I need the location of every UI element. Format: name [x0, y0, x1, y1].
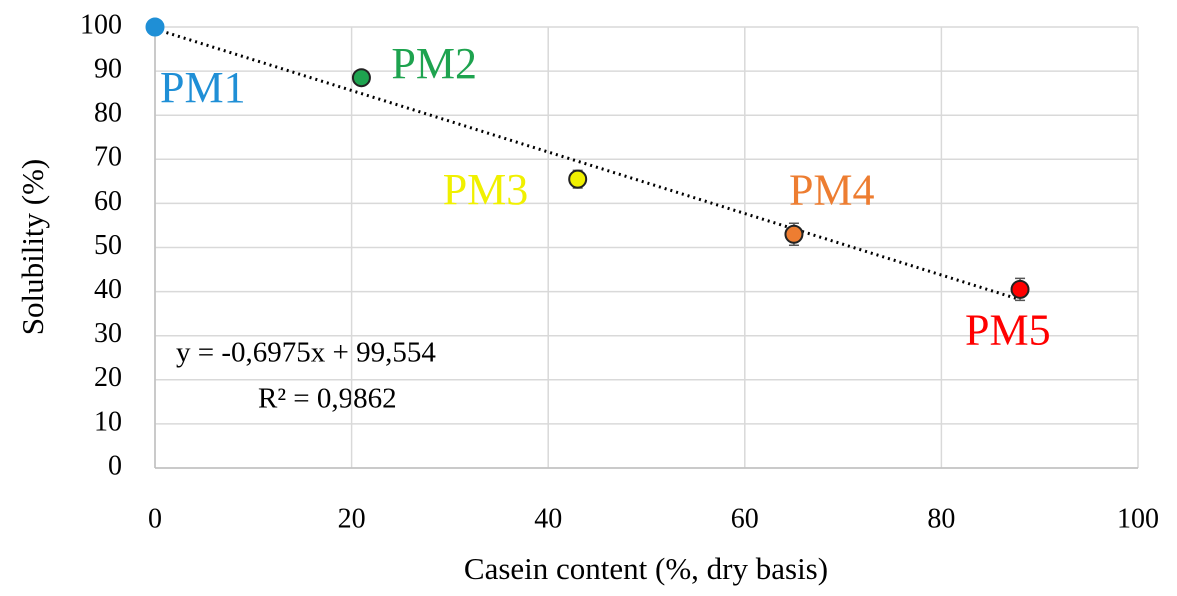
x-axis-label: Casein content (%, dry basis): [464, 551, 828, 586]
y-tick-label: 80: [94, 98, 122, 129]
point-label: PM3: [443, 165, 529, 214]
trendline-equation: y = -0,6975x + 99,554: [176, 337, 436, 369]
y-axis-label: Solubility (%): [15, 159, 50, 336]
point-label: PM1: [160, 63, 246, 112]
y-tick-label: 10: [94, 406, 122, 437]
point: [784, 224, 804, 244]
point: [351, 68, 371, 88]
x-tick-label: 40: [534, 503, 562, 534]
y-tick-label: 40: [94, 274, 122, 305]
y-tick-label: 100: [80, 9, 122, 40]
y-tick-label: 50: [94, 230, 122, 261]
point: [1010, 279, 1030, 299]
x-tick-label: 60: [731, 503, 759, 534]
y-tick-label: 60: [94, 186, 122, 217]
y-tick-label: 90: [94, 54, 122, 85]
x-tick-label: 100: [1117, 503, 1159, 534]
point: [568, 169, 588, 189]
y-tick-label: 30: [94, 318, 122, 349]
trendline-r2: R² = 0,9862: [258, 383, 397, 415]
point-label: PM4: [789, 165, 875, 214]
trendline: [154, 27, 1021, 302]
point: [145, 17, 165, 37]
x-tick-label: 0: [148, 503, 162, 534]
y-tick-label: 20: [94, 362, 122, 393]
x-tick-label: 20: [338, 503, 366, 534]
point-label: PM5: [965, 305, 1051, 354]
point-label: PM2: [391, 39, 477, 88]
x-tick-label: 80: [927, 503, 955, 534]
y-tick-label: 70: [94, 142, 122, 173]
y-tick-label: 0: [108, 450, 122, 481]
